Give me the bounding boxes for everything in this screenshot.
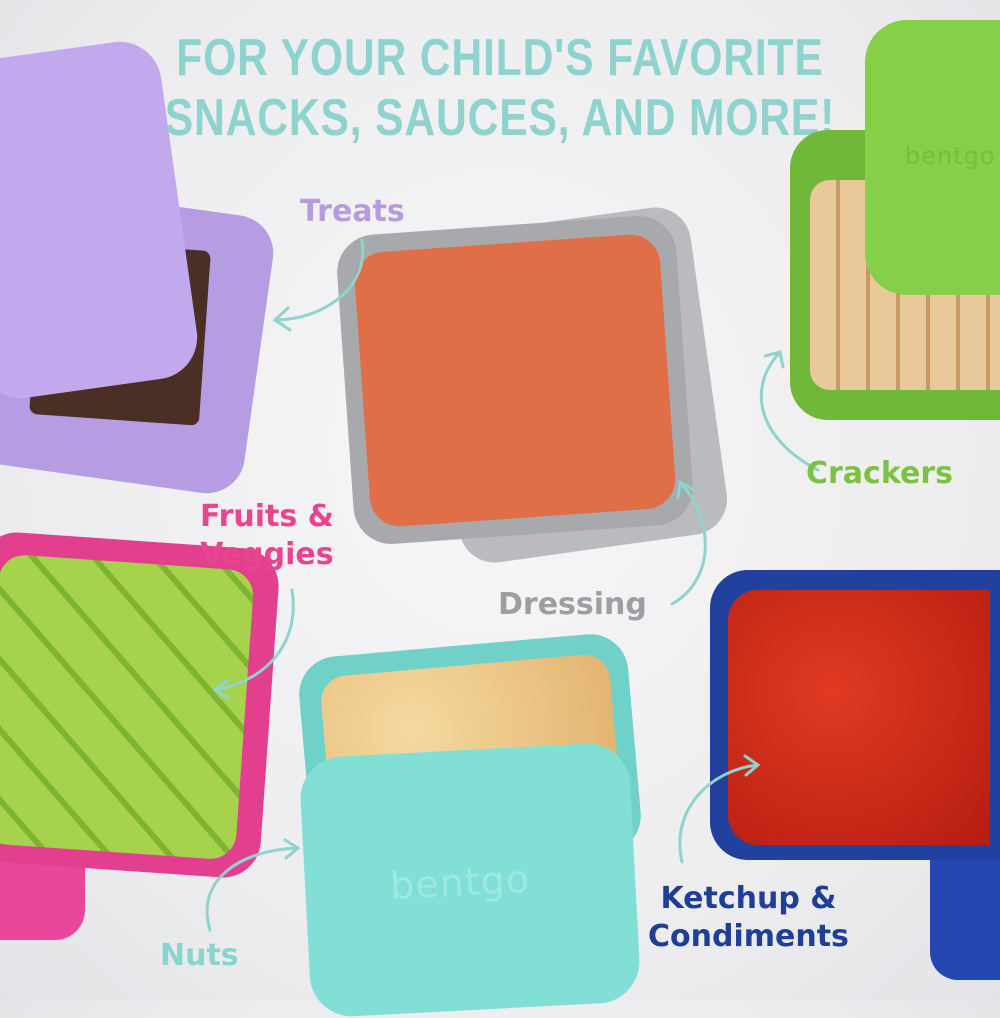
headline: FOR YOUR CHILD'S FAVORITE SNACKS, SAUCES… xyxy=(90,28,910,148)
arrow-nuts xyxy=(205,838,301,932)
arrow-ketchup xyxy=(678,754,761,864)
label-nuts: Nuts xyxy=(160,938,239,973)
label-crackers: Crackers xyxy=(806,456,953,491)
headline-line-2: SNACKS, SAUCES, AND MORE! xyxy=(164,89,836,147)
arrow-crackers xyxy=(759,350,820,472)
label-dressing: Dressing xyxy=(498,587,647,622)
crackers-lid: bentgo xyxy=(865,20,1000,295)
label-ketchup-line-2: Condiments xyxy=(648,919,849,954)
crackers-container: bentgo xyxy=(780,20,1000,440)
ketchup xyxy=(728,590,990,845)
label-fruits: Fruits & Veggies xyxy=(200,498,334,574)
label-ketchup-line-1: Ketchup & xyxy=(660,881,837,916)
arrow-fruits xyxy=(212,588,295,700)
fruits-container xyxy=(0,529,282,940)
label-fruits-line-2: Veggies xyxy=(200,537,334,572)
brand-logo: bentgo xyxy=(905,142,996,170)
label-fruits-line-1: Fruits & xyxy=(200,499,334,534)
ketchup-container xyxy=(700,560,1000,980)
arrow-dressing xyxy=(670,479,707,606)
headline-line-1: FOR YOUR CHILD'S FAVORITE xyxy=(176,29,824,87)
label-treats: Treats xyxy=(300,194,405,229)
arrow-treats xyxy=(272,238,365,332)
label-ketchup: Ketchup & Condiments xyxy=(648,880,849,956)
